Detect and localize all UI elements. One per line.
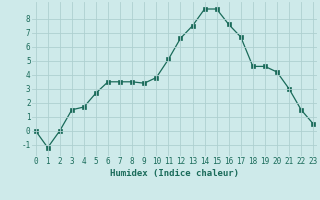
X-axis label: Humidex (Indice chaleur): Humidex (Indice chaleur) [110, 169, 239, 178]
